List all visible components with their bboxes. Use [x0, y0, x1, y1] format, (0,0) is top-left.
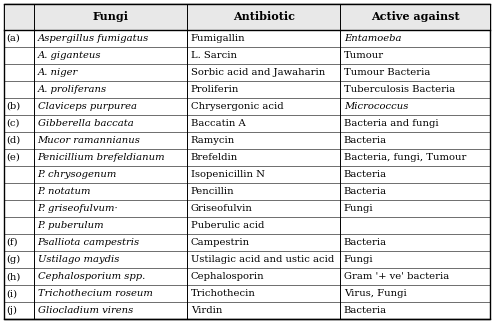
Text: Gram '+ ve' bacteria: Gram '+ ve' bacteria — [344, 272, 449, 281]
Text: Fungi: Fungi — [344, 255, 373, 264]
Text: P. notatum: P. notatum — [38, 187, 91, 196]
Text: (e): (e) — [6, 153, 20, 162]
Text: Griseofulvin: Griseofulvin — [191, 204, 252, 213]
Text: Claviceps purpurea: Claviceps purpurea — [38, 102, 136, 111]
Text: Cephalosporium spp.: Cephalosporium spp. — [38, 272, 145, 281]
Text: A. giganteus: A. giganteus — [38, 51, 101, 60]
Text: Baccatin A: Baccatin A — [191, 119, 246, 128]
Text: Micrococcus: Micrococcus — [344, 102, 408, 111]
Text: Bacteria: Bacteria — [344, 136, 387, 145]
Bar — [4, 4, 490, 30]
Text: A. proliferans: A. proliferans — [38, 85, 107, 94]
Text: Ustilago maydis: Ustilago maydis — [38, 255, 119, 264]
Text: (a): (a) — [6, 34, 20, 43]
Text: Trichothecin: Trichothecin — [191, 289, 255, 298]
Text: A. niger: A. niger — [38, 68, 78, 77]
Text: Bacteria: Bacteria — [344, 238, 387, 247]
Text: Tumour: Tumour — [344, 51, 384, 60]
Text: P. chrysogenum: P. chrysogenum — [38, 170, 117, 179]
Text: Pencillin: Pencillin — [191, 187, 234, 196]
Text: Fumigallin: Fumigallin — [191, 34, 246, 43]
Text: P. griseofulvum·: P. griseofulvum· — [38, 204, 118, 213]
Text: Tumour Bacteria: Tumour Bacteria — [344, 68, 430, 77]
Text: L. Sarcin: L. Sarcin — [191, 51, 237, 60]
Text: Entamoeba: Entamoeba — [344, 34, 401, 43]
Text: (f): (f) — [6, 238, 18, 247]
Text: Brefeldin: Brefeldin — [191, 153, 238, 162]
Text: Chrysergonic acid: Chrysergonic acid — [191, 102, 283, 111]
Text: Aspergillus fumigatus: Aspergillus fumigatus — [38, 34, 149, 43]
Text: (c): (c) — [6, 119, 19, 128]
Text: Isopenicillin N: Isopenicillin N — [191, 170, 265, 179]
Text: Campestrin: Campestrin — [191, 238, 250, 247]
Text: Fungi: Fungi — [344, 204, 373, 213]
Text: Penicillium brefeldianum: Penicillium brefeldianum — [38, 153, 165, 162]
Text: Virus, Fungi: Virus, Fungi — [344, 289, 407, 298]
Text: Virdin: Virdin — [191, 306, 222, 315]
Text: Gibberella baccata: Gibberella baccata — [38, 119, 133, 128]
Text: (b): (b) — [6, 102, 20, 111]
Text: Bacteria and fungi: Bacteria and fungi — [344, 119, 438, 128]
Text: Bacteria: Bacteria — [344, 187, 387, 196]
Text: Bacteria: Bacteria — [344, 170, 387, 179]
Text: Antibiotic: Antibiotic — [233, 11, 295, 22]
Text: Psalliota campestris: Psalliota campestris — [38, 238, 140, 247]
Text: Mucor ramannianus: Mucor ramannianus — [38, 136, 140, 145]
Text: Bacteria: Bacteria — [344, 306, 387, 315]
Text: Ramycin: Ramycin — [191, 136, 235, 145]
Text: Cephalosporin: Cephalosporin — [191, 272, 264, 281]
Text: (j): (j) — [6, 306, 17, 315]
Text: (h): (h) — [6, 272, 20, 281]
Text: Ustilagic acid and ustic acid: Ustilagic acid and ustic acid — [191, 255, 334, 264]
Text: Active against: Active against — [371, 11, 459, 22]
Text: Proliferin: Proliferin — [191, 85, 239, 94]
Text: Fungi: Fungi — [93, 11, 128, 22]
Text: Gliocladium virens: Gliocladium virens — [38, 306, 133, 315]
Text: (i): (i) — [6, 289, 17, 298]
Text: (g): (g) — [6, 255, 20, 264]
Text: Puberulic acid: Puberulic acid — [191, 221, 264, 230]
Text: P. puberulum: P. puberulum — [38, 221, 104, 230]
Text: (d): (d) — [6, 136, 20, 145]
Text: Sorbic acid and Jawaharin: Sorbic acid and Jawaharin — [191, 68, 325, 77]
Text: Tuberculosis Bacteria: Tuberculosis Bacteria — [344, 85, 455, 94]
Text: Bacteria, fungi, Tumour: Bacteria, fungi, Tumour — [344, 153, 466, 162]
Text: Trichothecium roseum: Trichothecium roseum — [38, 289, 153, 298]
